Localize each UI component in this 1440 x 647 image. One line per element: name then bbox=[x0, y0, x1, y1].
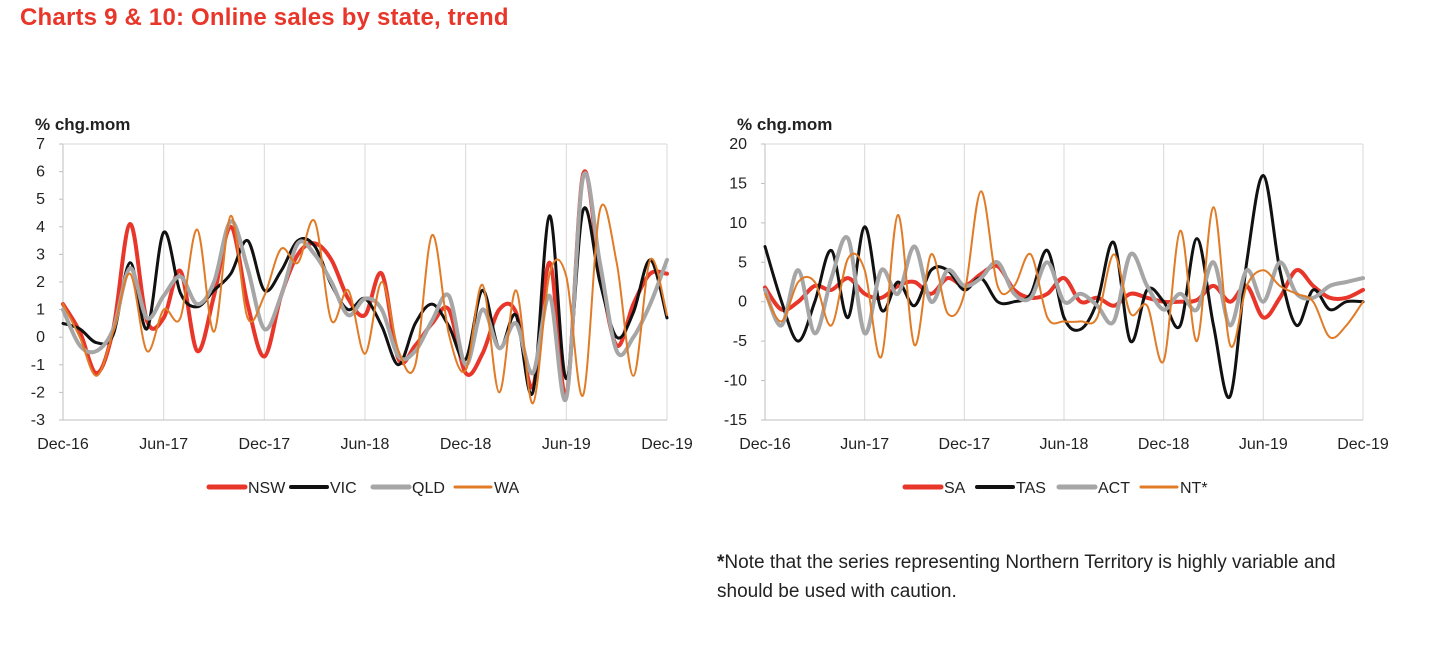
chart1-xtick-label: Dec-18 bbox=[440, 436, 492, 453]
chart2-ytick-label: -10 bbox=[724, 373, 747, 390]
chart2-ytick-label: 15 bbox=[729, 175, 747, 192]
chart1-ytick-label: 6 bbox=[36, 164, 45, 181]
chart2-ylabel: % chg.mom bbox=[737, 115, 832, 134]
chart1-ytick-label: 3 bbox=[36, 246, 45, 263]
chart1-ytick-label: -3 bbox=[31, 412, 45, 429]
chart2-ytick-label: 10 bbox=[729, 215, 747, 232]
chart1-series-qld bbox=[61, 171, 669, 403]
chart1-ytick-label: -2 bbox=[31, 384, 45, 401]
chart2-xtick-label: Dec-16 bbox=[739, 436, 791, 453]
chart2-ytick-label: 20 bbox=[729, 136, 747, 153]
chart1-xtick-label: Jun-17 bbox=[139, 436, 188, 453]
chart1-xtick-label: Dec-16 bbox=[37, 436, 89, 453]
chart1-ytick-label: 5 bbox=[36, 191, 45, 208]
chart2-ytick-label: 5 bbox=[738, 254, 747, 271]
chart1-xtick-label: Dec-19 bbox=[641, 436, 693, 453]
chart2-xtick-label: Jun-19 bbox=[1239, 436, 1288, 453]
chart2-series-act bbox=[763, 235, 1365, 336]
footnote: *Note that the series representing North… bbox=[717, 548, 1357, 606]
chart-sa-tas-act-nt: % chg.mom Dec-16 Jun-17 Dec-17 Jun-18 Dec-18 J… bbox=[700, 100, 1430, 520]
chart2-ytick-label: 0 bbox=[738, 294, 747, 311]
chart2-ytick-label: -5 bbox=[733, 333, 747, 350]
footnote-star: * bbox=[717, 552, 725, 573]
chart-right-svg: % chg.mom Dec-16 Jun-17 Dec-17 Jun-18 Dec-18 J… bbox=[724, 115, 1389, 497]
chart1-series-wa bbox=[62, 203, 668, 405]
chart1-ytick-label: -1 bbox=[31, 357, 45, 374]
chart2-xtick-label: Dec-19 bbox=[1337, 436, 1389, 453]
chart1-legend-label: NSW bbox=[248, 480, 286, 497]
chart2-ytick-label: -15 bbox=[724, 412, 747, 429]
chart2-legend-label: ACT bbox=[1098, 480, 1130, 497]
chart1-ytick-label: 2 bbox=[36, 274, 45, 291]
chart2-series-sa bbox=[763, 263, 1365, 320]
chart2-xtick-label: Jun-17 bbox=[840, 436, 889, 453]
chart1-xtick-label: Dec-17 bbox=[239, 436, 291, 453]
chart1-ytick-label: 0 bbox=[36, 329, 45, 346]
chart2-xtick-label: Jun-18 bbox=[1040, 436, 1089, 453]
chart2-xtick-label: Dec-17 bbox=[939, 436, 991, 453]
chart-left-svg: % chg.mom Dec-16 Jun-17 Dec-17 Jun-18 Dec-18 J… bbox=[31, 115, 693, 497]
chart-nsw-vic-qld-wa: % chg.mom Dec-16 Jun-17 Dec-17 Jun-18 Dec-18 J… bbox=[0, 100, 710, 520]
page-title: Charts 9 & 10: Online sales by state, tr… bbox=[20, 4, 509, 31]
chart1-xtick-label: Jun-18 bbox=[341, 436, 390, 453]
footnote-text: Note that the series representing Northe… bbox=[717, 552, 1336, 602]
chart1-ytick-label: 7 bbox=[36, 136, 45, 153]
chart2-series-tas bbox=[763, 173, 1365, 400]
chart1-ytick-label: 1 bbox=[36, 302, 45, 319]
chart2-legend-label: SA bbox=[944, 480, 966, 497]
chart1-ytick-label: 4 bbox=[36, 219, 45, 236]
chart1-ylabel: % chg.mom bbox=[35, 115, 130, 134]
chart2-legend-label: TAS bbox=[1016, 480, 1046, 497]
chart1-legend-label: WA bbox=[494, 480, 520, 497]
chart1-legend-label: QLD bbox=[412, 480, 445, 497]
chart2-xtick-label: Dec-18 bbox=[1138, 436, 1190, 453]
chart1-legend-label: VIC bbox=[330, 480, 357, 497]
chart2-legend-label: NT* bbox=[1180, 480, 1208, 497]
chart2-series-nt bbox=[764, 190, 1364, 364]
chart1-xtick-label: Jun-19 bbox=[542, 436, 591, 453]
